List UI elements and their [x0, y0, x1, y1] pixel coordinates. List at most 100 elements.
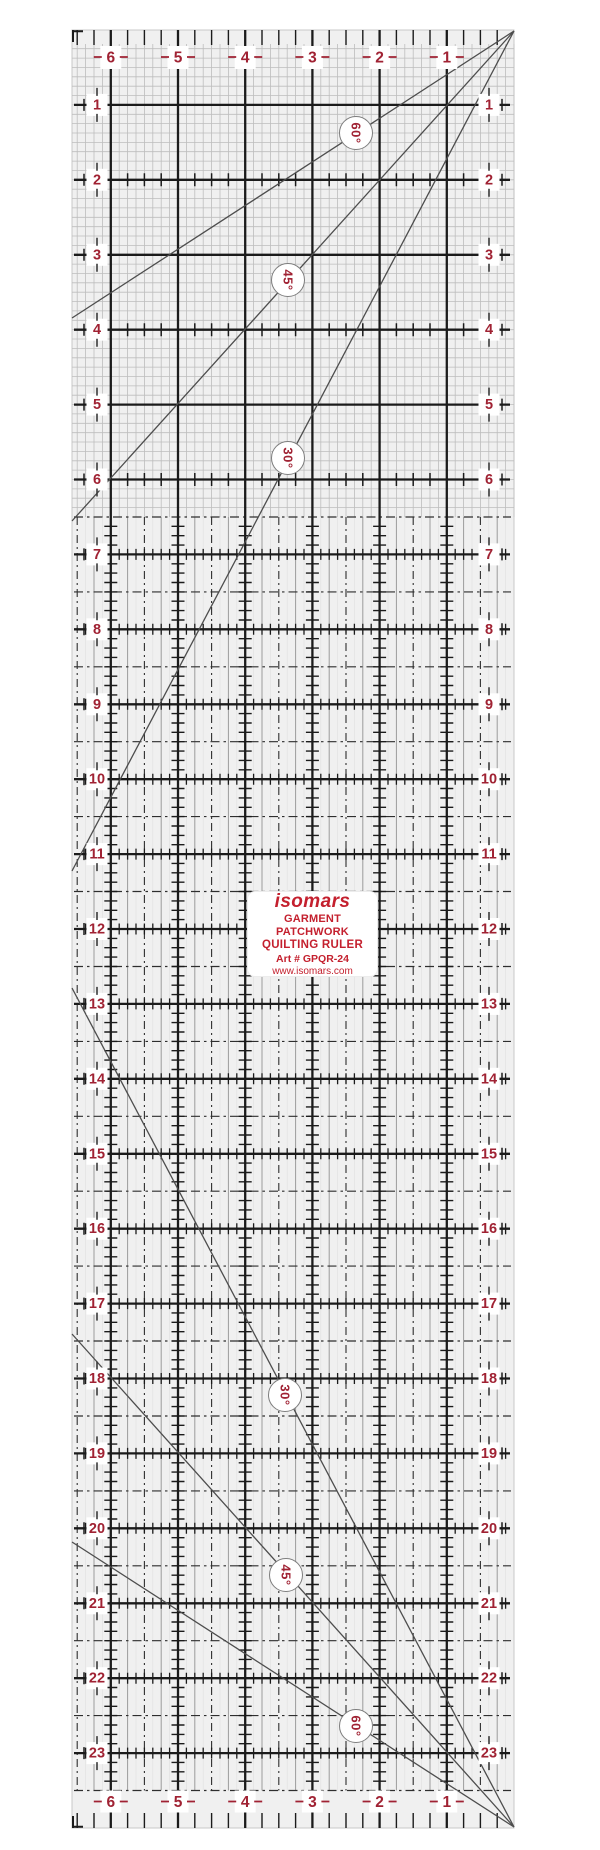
top-edge-number-3: 3 — [308, 50, 317, 67]
right-number-halo — [478, 918, 500, 940]
angle-label-lower-45: 45° — [279, 1564, 294, 1585]
left-number-halo — [86, 1667, 108, 1690]
angle-label-upper-30-circle — [271, 441, 305, 475]
right-number-halo — [478, 1592, 500, 1615]
top-edge-number-4: 4 — [241, 50, 250, 67]
row-number-left-19: 19 — [89, 1446, 105, 1462]
top-number-halo — [167, 46, 189, 69]
top-number-halo — [369, 46, 391, 69]
left-number-halo — [86, 918, 108, 940]
bottom-number-halo — [369, 1790, 391, 1813]
diagonal-lower-60 — [71, 1541, 515, 1828]
row-number-right-20: 20 — [481, 1521, 497, 1537]
bottom-number-halo — [100, 1790, 122, 1813]
row-number-right-7: 7 — [485, 547, 493, 563]
bottom-edge-number-3: 3 — [308, 1794, 317, 1811]
angle-label-lower-60: 60° — [349, 1715, 364, 1736]
row-number-left-1: 1 — [93, 97, 101, 113]
angle-label-lower-30: 30° — [278, 1384, 293, 1405]
right-number-halo — [478, 693, 500, 716]
right-number-halo — [478, 168, 500, 191]
right-number-halo — [478, 843, 500, 866]
left-number-halo — [86, 1442, 108, 1465]
row-number-right-2: 2 — [485, 172, 493, 188]
left-number-halo — [86, 693, 108, 716]
brand-name: isomars — [274, 890, 351, 912]
row-number-right-22: 22 — [481, 1671, 497, 1687]
right-number-halo — [478, 992, 500, 1015]
left-number-halo — [86, 1292, 108, 1315]
left-number-halo — [86, 168, 108, 191]
left-number-halo — [86, 843, 108, 866]
left-number-halo — [86, 1592, 108, 1615]
row-number-left-3: 3 — [93, 247, 101, 263]
bottom-edge-number-6: 6 — [106, 1794, 115, 1811]
row-number-left-12: 12 — [89, 922, 105, 938]
row-number-right-14: 14 — [481, 1071, 497, 1087]
left-number-halo — [86, 1517, 108, 1540]
corner-marks — [72, 30, 83, 1828]
bottom-edge-number-2: 2 — [375, 1794, 384, 1811]
right-number-halo — [478, 393, 500, 416]
right-number-halo — [478, 243, 500, 266]
angle-label-upper-60: 60° — [349, 122, 364, 143]
row-number-left-18: 18 — [89, 1371, 105, 1387]
row-number-right-1: 1 — [485, 97, 493, 113]
row-number-left-13: 13 — [89, 996, 105, 1012]
row-number-right-13: 13 — [481, 996, 497, 1012]
row-number-left-7: 7 — [93, 547, 101, 563]
row-edge-ticks — [83, 98, 503, 1760]
left-number-halo — [86, 1067, 108, 1090]
angle-label-lower-45-circle — [269, 1558, 303, 1592]
row-number-right-8: 8 — [485, 622, 493, 638]
left-number-halo — [86, 1217, 108, 1240]
left-number-halo — [86, 992, 108, 1015]
bottom-edge-number-5: 5 — [174, 1794, 183, 1811]
left-number-halo — [86, 1142, 108, 1165]
right-number-halo — [478, 1292, 500, 1315]
row-number-right-10: 10 — [481, 772, 497, 788]
row-number-left-6: 6 — [93, 472, 101, 488]
left-number-halo — [86, 618, 108, 641]
left-number-halo — [86, 318, 108, 341]
row-number-left-21: 21 — [89, 1596, 105, 1612]
brand-product-line2: QUILTING RULER — [261, 938, 364, 951]
top-edge-number-2: 2 — [375, 50, 384, 67]
row-number-right-21: 21 — [481, 1596, 497, 1612]
right-number-halo — [478, 1442, 500, 1465]
left-number-halo — [86, 1367, 108, 1390]
row-number-left-4: 4 — [93, 322, 101, 338]
row-number-left-14: 14 — [89, 1071, 105, 1087]
row-number-right-11: 11 — [481, 847, 496, 863]
bottom-number-halo — [167, 1790, 189, 1813]
row-number-left-11: 11 — [89, 847, 104, 863]
row-number-right-9: 9 — [485, 697, 493, 713]
right-number-halo — [478, 1517, 500, 1540]
row-number-left-17: 17 — [89, 1296, 105, 1312]
top-edge-number-5: 5 — [174, 50, 183, 67]
row-number-right-4: 4 — [485, 322, 493, 338]
left-number-halo — [86, 93, 108, 116]
row-number-left-15: 15 — [89, 1146, 105, 1162]
top-number-halo — [301, 46, 323, 69]
right-number-halo — [478, 1742, 500, 1765]
bottom-number-halo — [301, 1790, 323, 1813]
top-number-halo — [100, 46, 122, 69]
row-number-left-9: 9 — [93, 697, 101, 713]
row-number-right-3: 3 — [485, 247, 493, 263]
right-number-halo — [478, 618, 500, 641]
left-number-halo — [86, 543, 108, 566]
right-number-halo — [478, 1142, 500, 1165]
left-number-halo — [86, 468, 108, 491]
right-number-halo — [478, 768, 500, 791]
bottom-edge-number-4: 4 — [241, 1794, 250, 1811]
bottom-number-halo — [234, 1790, 256, 1813]
row-number-left-20: 20 — [89, 1521, 105, 1537]
row-number-left-10: 10 — [89, 772, 105, 788]
angle-label-lower-30-circle — [268, 1378, 302, 1412]
inch-row-lines — [74, 103, 510, 1755]
brand-product-line1: GARMENT PATCHWORK — [276, 913, 349, 939]
left-number-halo — [86, 768, 108, 791]
